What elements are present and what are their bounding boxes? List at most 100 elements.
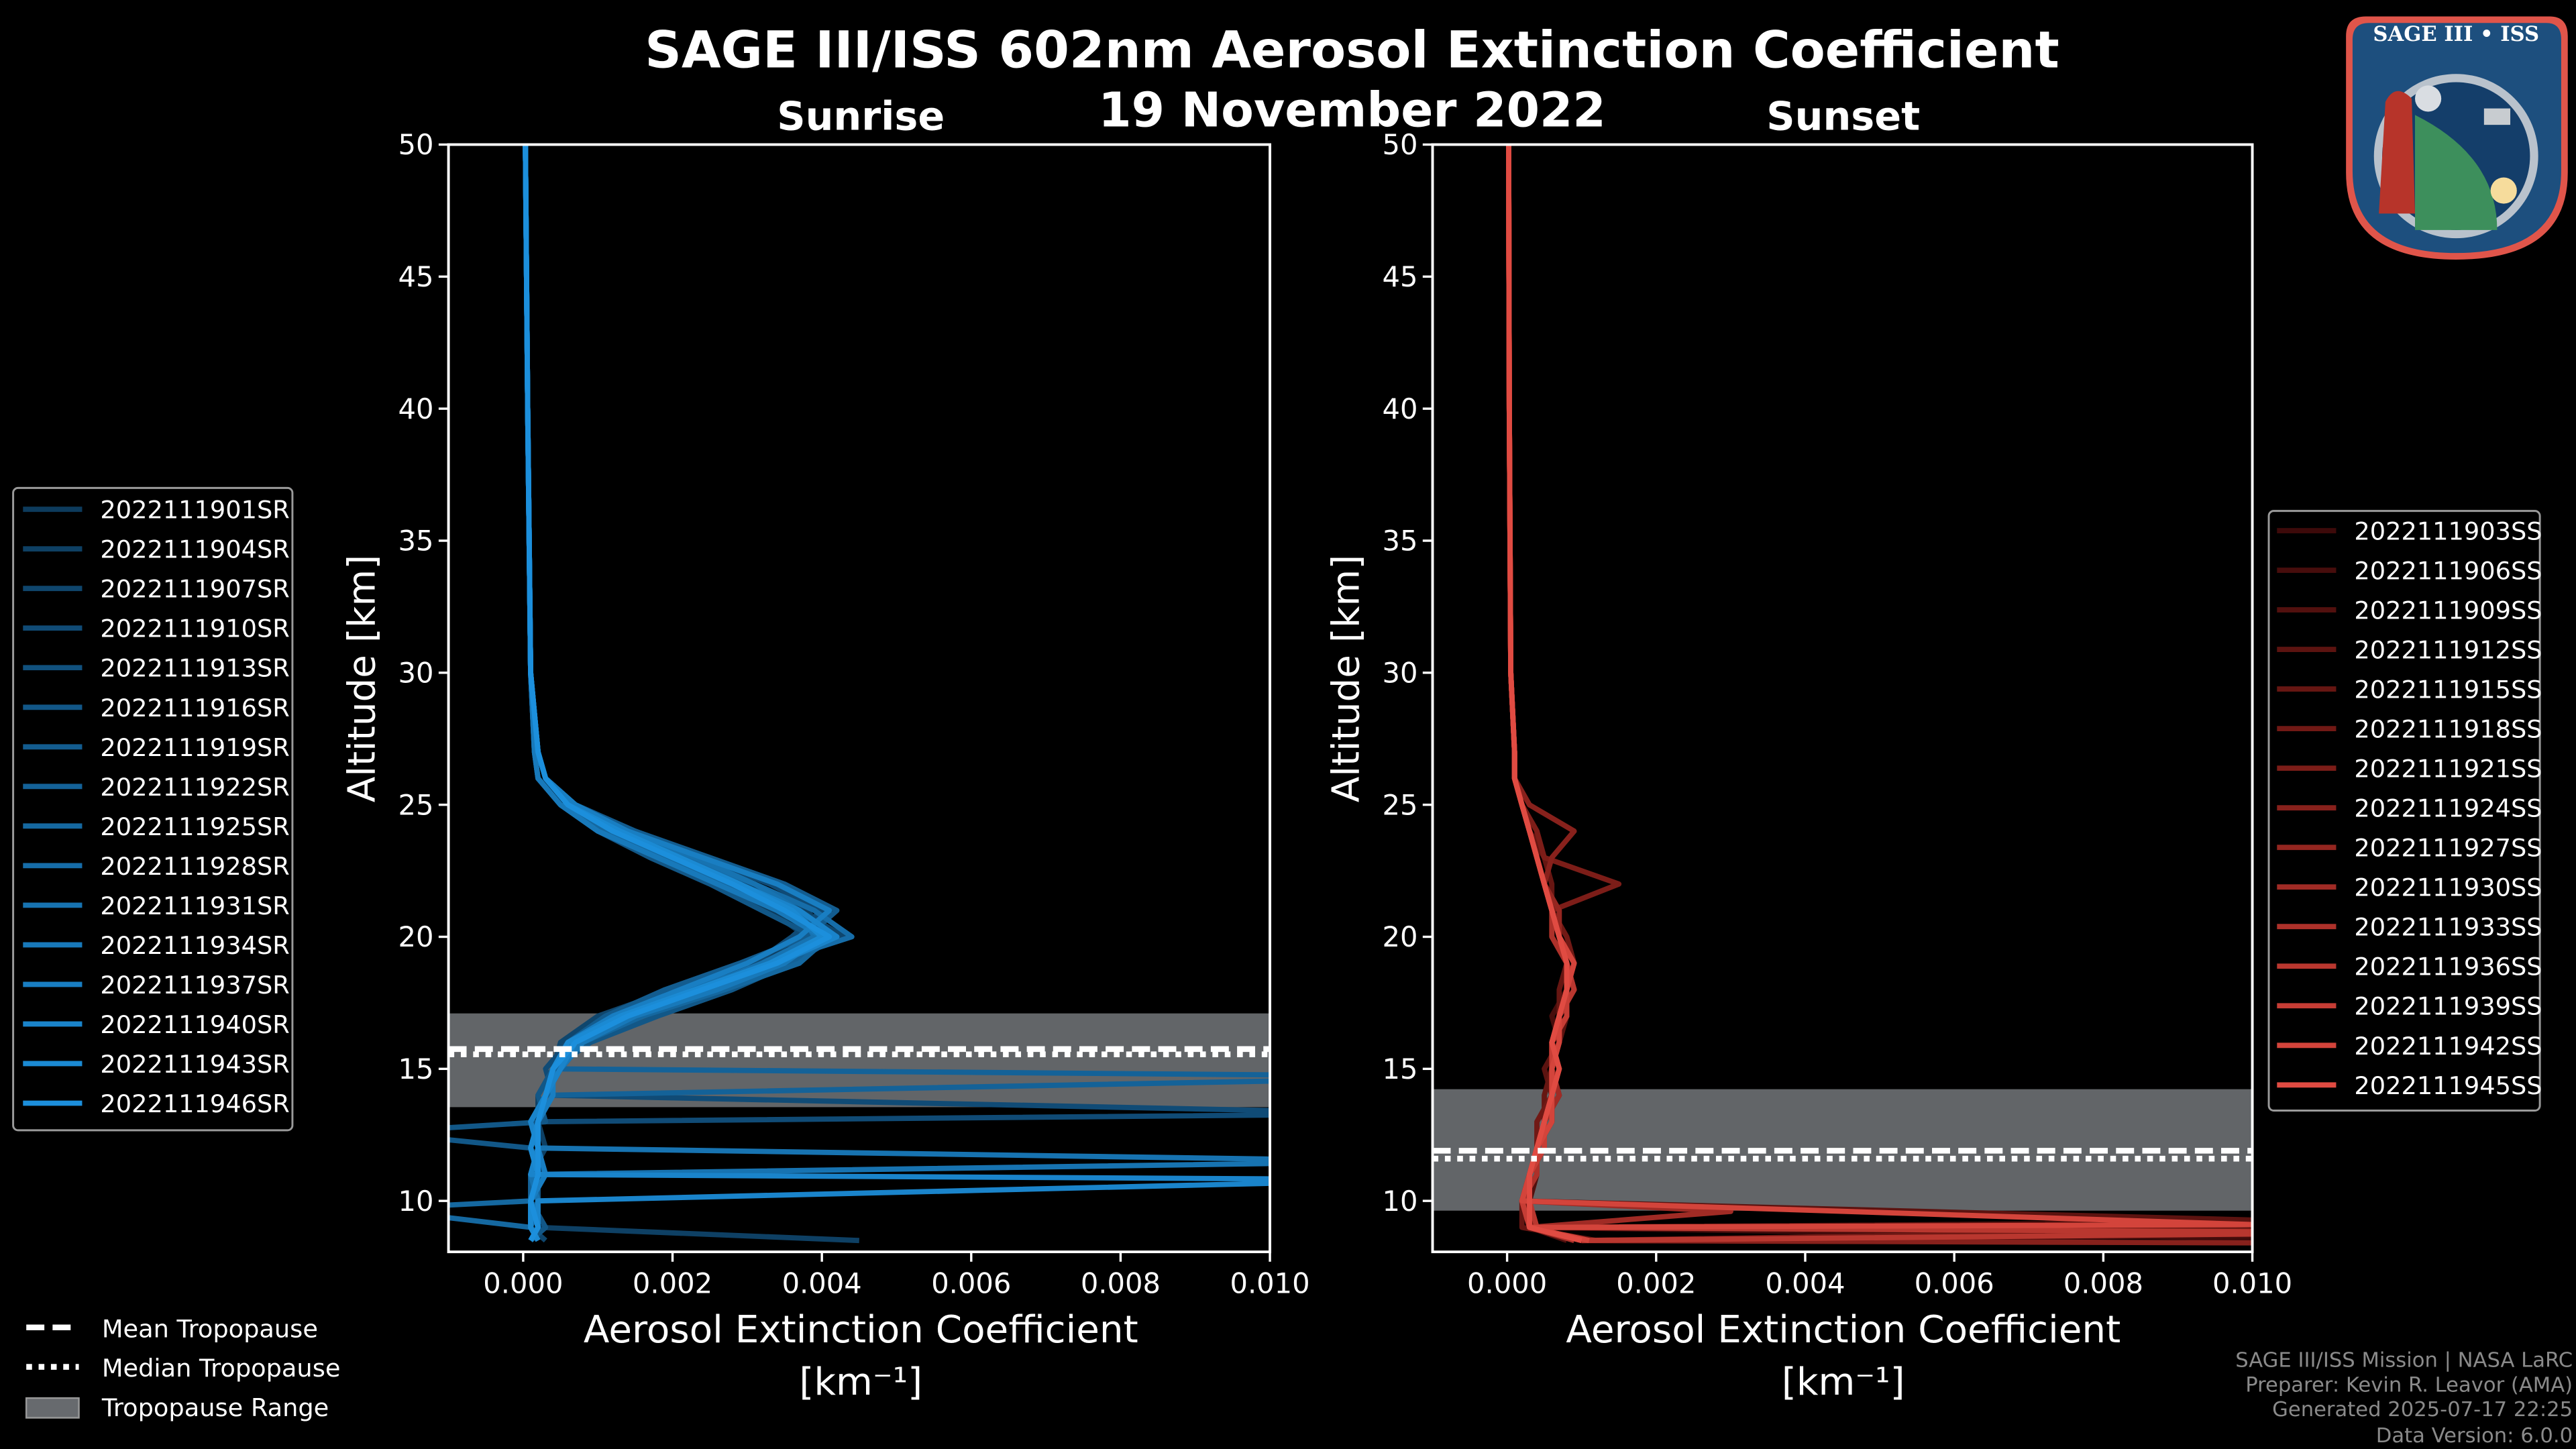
x-tick-label: 0.008: [2063, 1267, 2143, 1299]
legend-label: 2022111906SS: [2354, 557, 2542, 586]
legend-item: 2022111934SR: [23, 931, 290, 960]
legend-item: 2022111901SR: [23, 496, 290, 525]
footer-credits: SAGE III/ISS Mission | NASA LaRC Prepare…: [2235, 1349, 2573, 1448]
x-axis-label: Aerosol Extinction Coefficient: [584, 1308, 1138, 1352]
x-axis-label: Aerosol Extinction Coefficient: [1566, 1308, 2121, 1352]
subplot-sunset: Sunset 0.000 0.002 0.004 0.006 0.008 0.010 10 15…: [1324, 93, 2292, 1404]
legend-label: 2022111925SR: [100, 812, 289, 841]
mean-tropopause-label: Mean Tropopause: [102, 1314, 318, 1343]
legend-item: 2022111918SS: [2277, 715, 2542, 744]
y-tick-label: 25: [1383, 788, 1418, 821]
legend-item: 2022111946SR: [23, 1089, 290, 1118]
legend-item: 2022111921SS: [2277, 755, 2542, 784]
subplot-sunrise: Sunrise 0.000 0.002 0.004 0.006 0.008 0.010 10 1…: [340, 93, 1309, 1404]
legend-label: 2022111943SR: [100, 1050, 289, 1079]
y-tick-label: 15: [398, 1053, 434, 1085]
y-tick-label: 10: [1383, 1185, 1418, 1218]
legend-label: 2022111946SR: [100, 1089, 289, 1118]
x-tick-label: 0.008: [1081, 1267, 1161, 1299]
x-tick-label: 0.004: [1765, 1267, 1845, 1299]
legend-label: 2022111907SR: [100, 575, 289, 604]
legend-label: 2022111904SR: [100, 535, 289, 564]
legend-label: 2022111901SR: [100, 496, 289, 525]
figure-date: 19 November 2022: [1098, 83, 1606, 138]
legend-label: 2022111936SS: [2354, 953, 2542, 981]
legend-item: 2022111936SS: [2277, 953, 2542, 981]
legend-label: 2022111913SR: [100, 654, 289, 683]
subplot-title: Sunrise: [777, 93, 945, 139]
x-tick-label: 0.004: [782, 1267, 862, 1299]
y-tick-label: 10: [398, 1185, 434, 1218]
y-tick-label: 35: [1383, 525, 1418, 557]
x-tick-label: 0.010: [1230, 1267, 1309, 1299]
legend-item: 2022111907SR: [23, 575, 290, 604]
y-tick-label: 50: [1383, 128, 1418, 161]
legend-label: 2022111910SR: [100, 614, 289, 643]
legend-item: 2022111919SR: [23, 733, 290, 762]
legend-label: 2022111940SR: [100, 1010, 289, 1039]
axes-frame: [1431, 143, 2254, 1254]
x-tick-label: 0.000: [483, 1267, 563, 1299]
x-tick-label: 0.002: [1616, 1267, 1696, 1299]
tropopause-range-label: Tropopause Range: [101, 1393, 329, 1422]
legend-label: 2022111909SS: [2354, 596, 2542, 625]
legend-frame: [2267, 510, 2541, 1112]
legend-item: 2022111931SR: [23, 892, 290, 920]
y-tick-label: 30: [398, 657, 434, 690]
legend-item: 2022111912SS: [2277, 636, 2542, 665]
legend-label: 2022111918SS: [2354, 715, 2542, 744]
plot-area: [448, 144, 1271, 1244]
y-axis-label: Altitude [km]: [340, 555, 384, 802]
legend-label: 2022111922SR: [100, 773, 289, 802]
legend-item: 2022111925SR: [23, 812, 290, 841]
axes-frame: [447, 143, 1272, 1254]
legend-item: 2022111903SS: [2277, 517, 2542, 545]
y-tick-label: 45: [398, 260, 434, 293]
legend-sunset: 2022111903SS 2022111906SS 2022111909SS 2022…: [2267, 510, 2542, 1112]
median-tropopause-label: Median Tropopause: [102, 1354, 341, 1383]
x-tick-label: 0.002: [633, 1267, 712, 1299]
y-axis-label: Altitude [km]: [1324, 555, 1368, 802]
tropopause-legend: Mean Tropopause Median Tropopause Tropop…: [25, 1314, 341, 1422]
subplot-title: Sunset: [1766, 93, 1920, 139]
y-tick-label: 50: [398, 128, 434, 161]
legend-item: 2022111916SR: [23, 694, 290, 722]
sage-iii-iss-logo: SAGE III • ISS: [2346, 16, 2568, 260]
legend-item: 2022111937SR: [23, 971, 290, 1000]
plot-area: [1432, 144, 2253, 1246]
legend-item: 2022111904SR: [23, 535, 290, 564]
legend-item: 2022111909SS: [2277, 596, 2542, 625]
legend-label: 2022111919SR: [100, 733, 289, 762]
logo-text: SAGE III • ISS: [2373, 22, 2539, 46]
x-axis-unit: [km⁻¹]: [1782, 1360, 1905, 1404]
legend-frame: [12, 486, 294, 1132]
legend-label: 2022111927SS: [2354, 834, 2542, 863]
figure-title: SAGE III/ISS 602nm Aerosol Extinction Co…: [645, 20, 2059, 79]
y-tick-label: 25: [398, 788, 434, 821]
y-tick-label: 40: [1383, 392, 1418, 425]
legend-label: 2022111942SS: [2354, 1032, 2542, 1061]
legend-label: 2022111928SR: [100, 852, 289, 881]
footer-line: Generated 2025-07-17 22:25: [2272, 1398, 2573, 1421]
legend-item: 2022111910SR: [23, 614, 290, 643]
legend-item: 2022111913SR: [23, 654, 290, 683]
legend-item: 2022111927SS: [2277, 834, 2542, 863]
legend-label: 2022111945SS: [2354, 1071, 2542, 1100]
legend-label: 2022111912SS: [2354, 636, 2542, 665]
legend-item: 2022111915SS: [2277, 676, 2542, 704]
legend-item: 2022111945SS: [2277, 1071, 2542, 1100]
legend-item: 2022111930SS: [2277, 873, 2542, 902]
y-tick-label: 45: [1383, 260, 1418, 293]
y-tick-label: 40: [398, 392, 434, 425]
legend-label: 2022111915SS: [2354, 676, 2542, 704]
legend-label: 2022111934SR: [100, 931, 289, 960]
x-tick-label: 0.006: [931, 1267, 1011, 1299]
legend-item: 2022111940SR: [23, 1010, 290, 1039]
y-tick-label: 20: [398, 920, 434, 953]
tropopause-range-swatch: [25, 1397, 80, 1419]
y-tick-label: 20: [1383, 920, 1418, 953]
legend-item: 2022111928SR: [23, 852, 290, 881]
legend-item: 2022111942SS: [2277, 1032, 2542, 1061]
x-tick-label: 0.010: [2212, 1267, 2292, 1299]
legend-item: 2022111924SS: [2277, 794, 2542, 823]
